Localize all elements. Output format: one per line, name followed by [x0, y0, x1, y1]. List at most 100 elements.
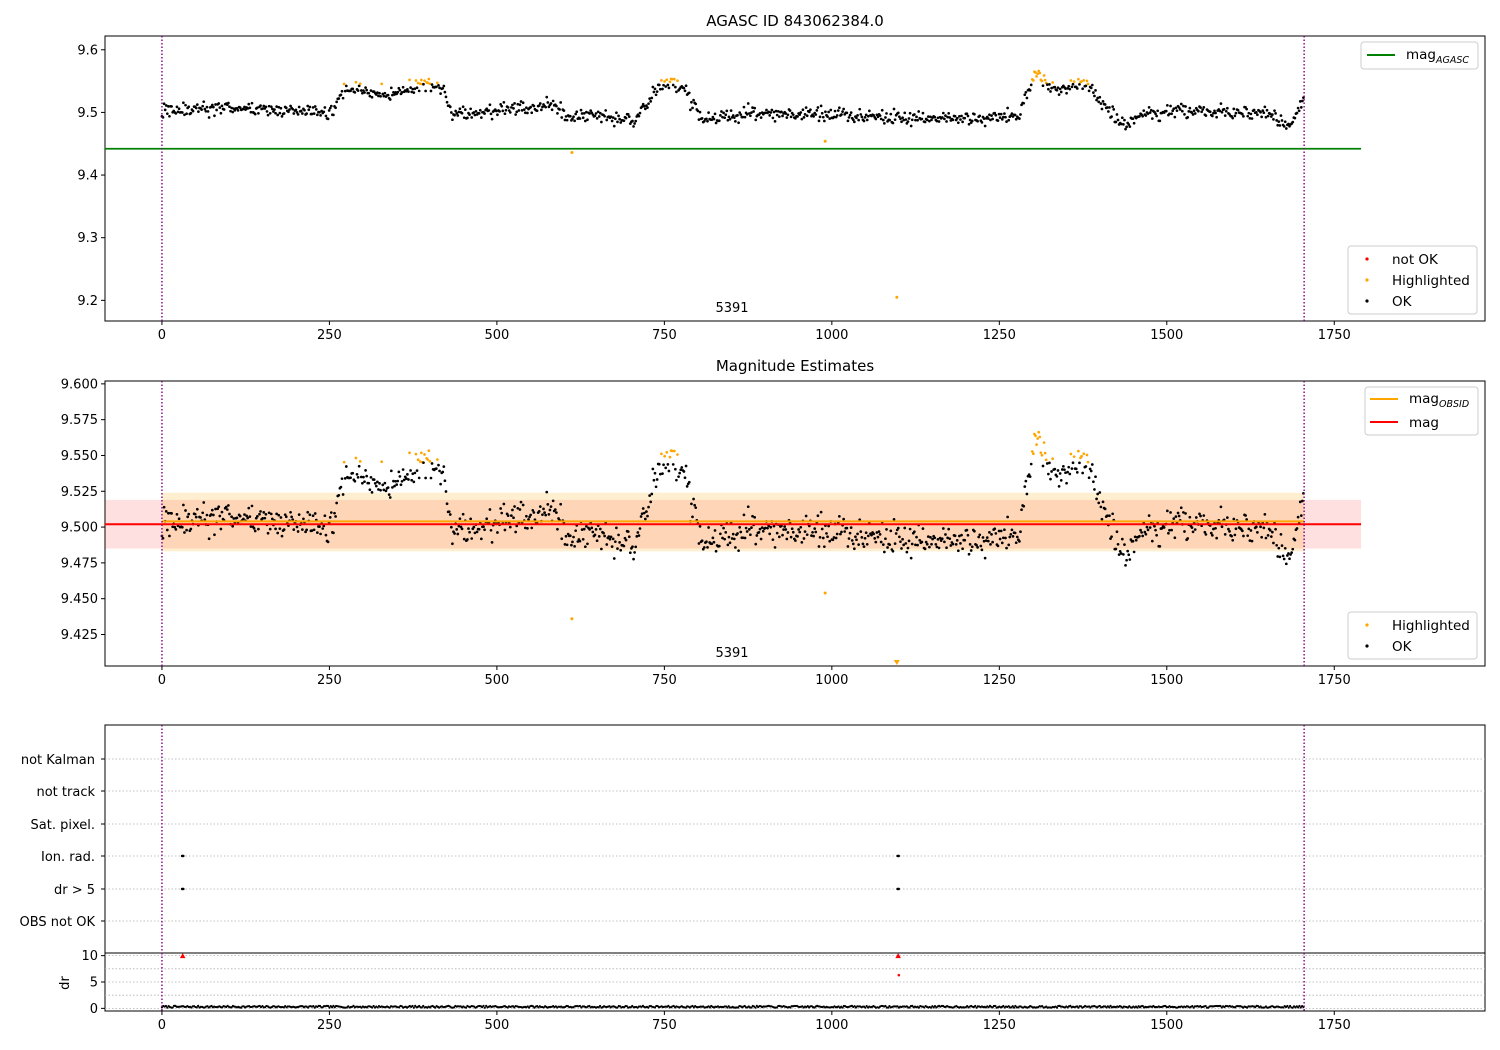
data-point: [894, 532, 898, 535]
data-point: [525, 514, 528, 518]
data-point: [624, 116, 628, 120]
data-point: [1209, 531, 1213, 535]
data-point: [961, 120, 964, 124]
panel-dr-ylabel: dr: [58, 976, 73, 990]
data-point: [570, 543, 573, 547]
data-point: [664, 85, 668, 88]
data-point: [1283, 120, 1287, 124]
data-point: [635, 534, 639, 538]
data-point: [1171, 109, 1175, 113]
dr-point: [388, 1006, 391, 1009]
data-point: [313, 105, 317, 108]
data-point: [276, 113, 280, 117]
x-tick-label: 1250: [983, 1018, 1016, 1033]
data-point: [185, 528, 188, 532]
data-point: [1040, 79, 1044, 83]
data-point: [638, 527, 642, 530]
data-point: [1278, 124, 1282, 127]
data-point: [1107, 110, 1110, 113]
data-point: [879, 540, 883, 544]
data-point: [605, 543, 609, 546]
data-point: [565, 118, 569, 122]
data-point: [696, 109, 700, 113]
data-point: [469, 107, 472, 111]
data-point: [513, 505, 516, 508]
data-point: [412, 91, 416, 94]
data-point: [1019, 530, 1022, 534]
data-point: [419, 78, 423, 82]
data-point: [333, 511, 336, 515]
x-tick-label: 1750: [1318, 328, 1351, 343]
data-point: [384, 489, 388, 493]
data-point: [1124, 563, 1127, 567]
data-point: [951, 542, 955, 546]
data-point: [766, 526, 769, 530]
data-point: [864, 531, 868, 535]
data-point: [1194, 516, 1198, 519]
data-point: [1126, 549, 1130, 553]
data-point: [1037, 69, 1041, 73]
data-point: [540, 108, 543, 112]
data-point: [183, 113, 186, 117]
data-point: [250, 101, 254, 105]
data-point: [219, 111, 223, 115]
data-point: [1246, 114, 1250, 118]
data-point: [849, 111, 853, 114]
data-point: [937, 546, 941, 550]
data-point: [913, 113, 916, 116]
dr-point: [221, 1006, 224, 1009]
data-point: [678, 471, 681, 475]
data-point: [207, 116, 211, 119]
data-point: [929, 115, 932, 119]
data-point: [544, 105, 548, 109]
dr-point: [1141, 1004, 1144, 1008]
data-point: [1082, 452, 1086, 456]
data-point: [798, 113, 802, 116]
data-point: [1018, 539, 1021, 543]
flag-label-not-kalman: not Kalman: [21, 753, 95, 768]
data-point: [574, 529, 578, 533]
data-point: [321, 527, 325, 530]
data-point: [532, 511, 536, 514]
data-point: [245, 514, 248, 518]
data-point: [923, 120, 927, 124]
data-point: [416, 458, 420, 462]
data-point: [854, 535, 857, 539]
data-point: [1070, 85, 1074, 89]
data-point: [725, 109, 729, 113]
y-tick-label: 9.475: [61, 556, 98, 571]
data-point: [217, 102, 221, 105]
dr-point: [1079, 1005, 1083, 1008]
data-point: [568, 114, 572, 118]
dr-point: [166, 1006, 169, 1009]
x-tick-label: 250: [317, 673, 342, 688]
data-point: [418, 82, 422, 86]
data-point: [926, 535, 930, 538]
dr-point: [1296, 1006, 1300, 1009]
data-point: [220, 510, 224, 514]
data-point: [667, 86, 671, 90]
data-point: [1199, 514, 1202, 518]
data-point: [737, 121, 740, 125]
data-point: [1290, 551, 1294, 554]
data-point: [886, 546, 889, 549]
data-point: [717, 544, 721, 548]
data-point: [449, 111, 453, 114]
data-point: [216, 507, 220, 511]
data-point: [1006, 106, 1009, 110]
data-point: [422, 82, 425, 86]
panel-magnitude: 0 250 500 750 1000 1250 1500 17509.4259.4509.47…: [61, 377, 1486, 688]
data-point: [1047, 472, 1050, 476]
data-point: [1100, 517, 1104, 521]
data-point: [857, 543, 860, 546]
data-point: [532, 104, 536, 108]
data-point: [1295, 527, 1299, 530]
data-point: [881, 543, 885, 546]
data-point: [379, 94, 382, 98]
data-point: [1280, 119, 1284, 122]
data-point: [1142, 109, 1146, 112]
data-point: [1024, 479, 1028, 483]
data-point: [289, 104, 292, 108]
data-point: [654, 485, 658, 489]
data-point: [989, 543, 992, 546]
